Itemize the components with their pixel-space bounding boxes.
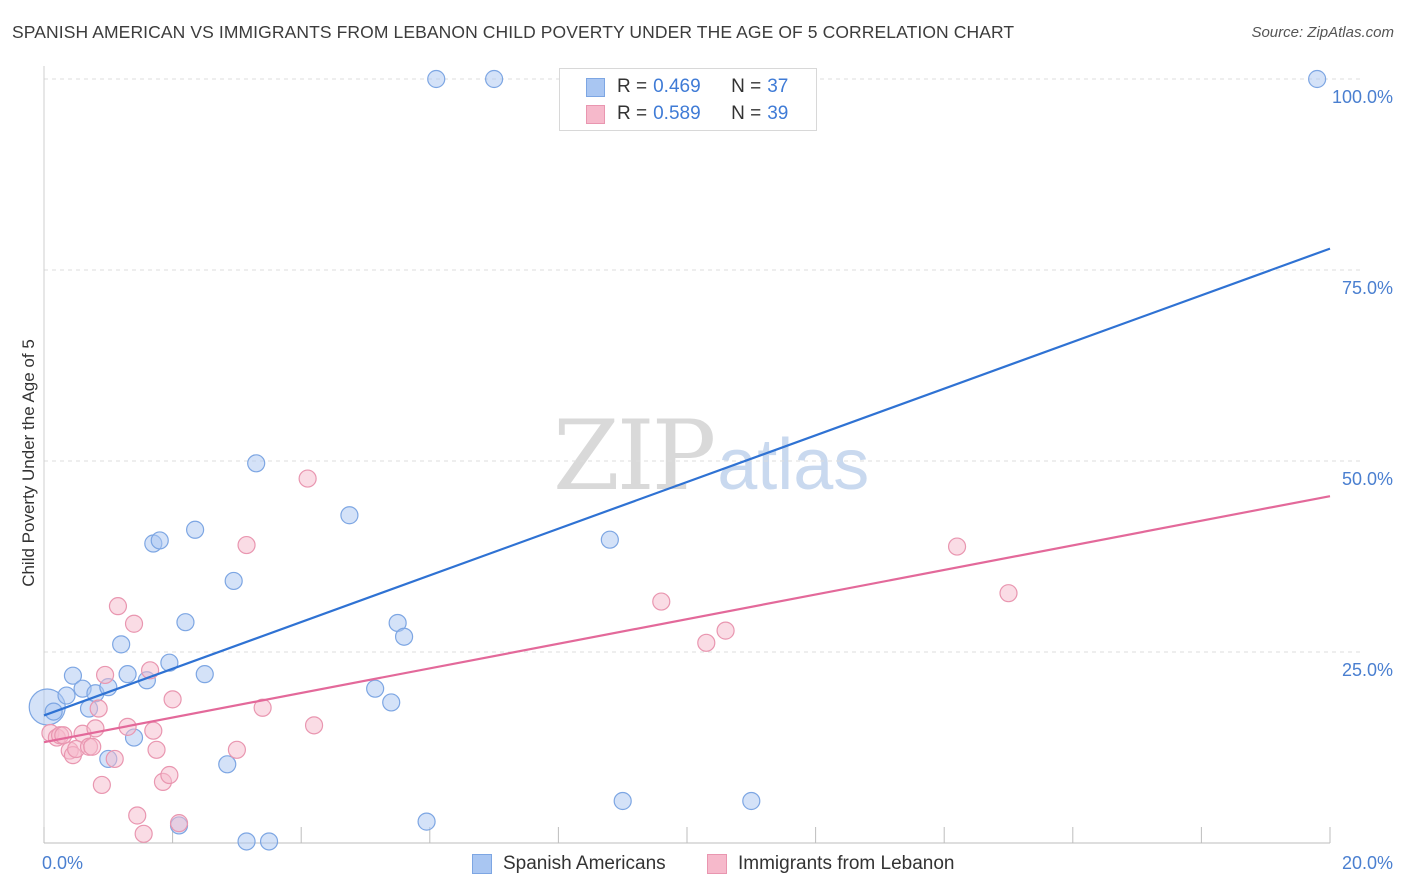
spanish-american-point <box>247 454 266 473</box>
lebanon-immigrant-point <box>163 690 182 709</box>
legend-r-value: 0.469 <box>653 76 701 97</box>
spanish-american-point <box>417 812 436 831</box>
y-tick-label: 50.0% <box>1342 469 1393 489</box>
bottom-legend-label: Immigrants from Lebanon <box>738 853 955 874</box>
spanish-american-point <box>340 506 359 525</box>
spanish-american-point <box>742 791 761 811</box>
spanish-american-point <box>63 666 83 685</box>
legend-n-value: 37 <box>767 76 789 97</box>
lebanon-immigrant-point <box>227 740 246 759</box>
bottom-legend-spanish-americans: Spanish Americans <box>472 851 666 877</box>
trend-line-spanish-americans <box>43 247 1331 717</box>
legend-swatch-blue <box>586 77 605 97</box>
correlation-legend: R = 0.469 N = 37 R = 0.589 N = 39 <box>559 68 817 131</box>
lebanon-immigrant-point <box>947 537 967 556</box>
spanish-american-point <box>112 635 131 654</box>
spanish-american-point <box>57 686 76 705</box>
lebanon-immigrant-point <box>697 633 716 652</box>
spanish-american-point <box>176 613 195 632</box>
lebanon-immigrant-point <box>54 726 73 745</box>
lebanon-immigrant-point <box>237 535 256 555</box>
legend-n-label: N = <box>731 76 762 97</box>
lebanon-immigrant-point <box>108 597 128 616</box>
spanish-american-point <box>195 665 214 684</box>
y-tick-label: 100.0% <box>1332 87 1393 107</box>
spanish-american-point <box>160 653 179 672</box>
lebanon-immigrant-point <box>134 824 153 843</box>
lebanon-immigrant-point <box>83 737 102 756</box>
y-axis-title: Child Poverty Under the Age of 5 <box>19 339 38 587</box>
lebanon-immigrant-point <box>298 469 317 488</box>
spanish-american-point <box>224 571 243 591</box>
legend-n-label: N = <box>731 103 762 124</box>
spanish-american-point <box>150 531 169 550</box>
spanish-american-point <box>613 791 632 811</box>
bottom-legend-swatch-blue <box>472 854 492 874</box>
lebanon-immigrant-point <box>716 621 735 640</box>
legend-n-value: 39 <box>767 103 789 124</box>
lebanon-immigrant-point <box>95 665 115 685</box>
trend-line-immigrants-from-lebanon <box>43 495 1331 744</box>
legend-swatch-pink <box>586 104 605 124</box>
lebanon-immigrant-point <box>304 716 324 735</box>
lebanon-immigrant-point <box>92 775 111 795</box>
lebanon-immigrant-point <box>128 806 147 825</box>
spanish-american-point <box>427 69 446 89</box>
spanish-american-point <box>186 520 205 539</box>
spanish-american-point <box>259 832 279 851</box>
legend-row-spanish-americans: R = 0.469 N = 37 <box>586 75 788 99</box>
lebanon-immigrant-point <box>160 765 179 785</box>
spanish-american-point <box>366 679 385 698</box>
lebanon-immigrant-point <box>169 814 189 833</box>
legend-r-value: 0.589 <box>653 103 701 124</box>
x-tick-label: 20.0% <box>1342 853 1393 873</box>
spanish-american-point <box>218 755 237 774</box>
spanish-american-point <box>237 832 256 851</box>
y-tick-label: 75.0% <box>1342 278 1393 298</box>
legend-r-label: R = <box>617 103 648 124</box>
spanish-american-point <box>1308 69 1327 89</box>
lebanon-immigrant-point <box>144 721 163 740</box>
x-tick-label: 0.0% <box>42 853 83 873</box>
lebanon-immigrant-point <box>999 584 1018 603</box>
spanish-american-point <box>600 530 619 549</box>
chart-title: SPANISH AMERICAN VS IMMIGRANTS FROM LEBA… <box>12 22 1015 42</box>
source-label: Source: ZipAtlas.com <box>1251 24 1394 41</box>
spanish-american-point <box>394 627 414 646</box>
legend-r-label: R = <box>617 76 648 97</box>
spanish-american-point <box>485 69 504 89</box>
lebanon-immigrant-point <box>147 740 166 759</box>
y-tick-label: 25.0% <box>1342 660 1393 680</box>
spanish-american-point <box>118 665 137 684</box>
bottom-legend-immigrants-from-lebanon: Immigrants from Lebanon <box>707 851 955 877</box>
spanish-american-point <box>382 693 401 712</box>
bottom-legend-swatch-pink <box>707 854 727 874</box>
lebanon-immigrant-point <box>124 614 144 633</box>
legend-row-immigrants-from-lebanon: R = 0.589 N = 39 <box>586 102 788 126</box>
lebanon-immigrant-point <box>89 699 108 718</box>
lebanon-immigrant-point <box>652 592 671 611</box>
lebanon-immigrant-point <box>105 749 124 769</box>
bottom-legend-label: Spanish Americans <box>503 853 666 874</box>
